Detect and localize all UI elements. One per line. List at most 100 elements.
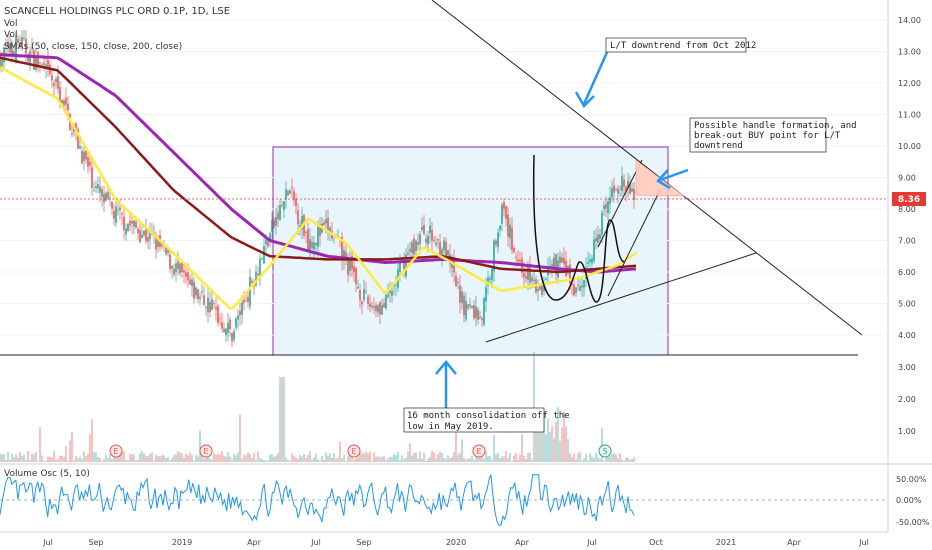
candle-body [595,237,597,242]
price-badge-text: 8.36 [898,195,920,205]
candle-body [383,303,385,308]
volume-bar [585,454,587,462]
candle-body [471,306,473,309]
candle-body [217,305,219,323]
candle-body [309,239,311,251]
candle-body [265,240,267,245]
volume-bar [615,454,617,462]
earnings-marker-circle[interactable] [472,444,486,458]
earnings-marker-circle[interactable] [598,444,612,458]
candle-body [523,272,525,278]
volume-bar [429,457,431,462]
volume-bar [175,454,177,462]
candle-body [439,242,441,256]
volume-bar [209,458,211,462]
volume-bar [229,456,231,462]
candle-body [437,239,439,241]
candle-body [611,188,613,198]
candle-body [199,296,201,299]
volume-bar [93,451,95,462]
candle-body [295,198,297,207]
x-tick-label: Jul [310,538,321,547]
candle-body [65,97,67,105]
candle-body [279,204,281,221]
downtrend-note-text: L/T downtrend from Oct 2012 [610,41,756,51]
candle-body [87,157,89,167]
candle-body [37,52,39,67]
volume-bar [227,452,229,462]
volume-bar [471,455,473,462]
volume-bar [271,454,273,462]
volume-bar [629,459,631,462]
x-tick-label: Apr [787,538,802,547]
candle-body [211,299,213,311]
candle-body [233,330,235,340]
volume-bar [97,457,99,462]
earnings-marker-circle[interactable] [347,444,361,458]
volume-bar [265,460,267,462]
volume-bar [153,460,155,462]
volume-bar [451,456,453,462]
candle-body [275,216,277,226]
candle-body [441,249,443,260]
candle-body [519,260,521,262]
arrow-downtrend [574,49,610,109]
candle-body [161,244,163,247]
candle-body [187,272,189,281]
volume-bar [173,454,175,462]
earnings-marker-circle[interactable] [109,444,123,458]
volume-bar [151,452,153,462]
candle-body [603,205,605,209]
candle-body [443,240,445,251]
candle-body [633,188,635,201]
candle-body [301,216,303,230]
volume-bar [411,455,413,462]
volume-bar [443,458,445,462]
earnings-marker-circle[interactable] [199,444,213,458]
candle-body [67,103,69,111]
volume-bar [601,428,603,462]
candle-body [103,193,105,203]
volume-bar [299,454,301,462]
candle-body [271,220,273,232]
candle-body [9,43,11,53]
volume-bar [487,456,489,462]
candle-body [529,265,531,283]
volume-bar [183,457,185,462]
volume-bar [145,456,147,462]
candle-body [487,277,489,286]
candle-body [207,297,209,313]
volume-bar [211,459,213,462]
volume-bar [103,459,105,462]
volume-bar [455,417,457,462]
volume-bar [419,451,421,462]
volume-bar [55,459,57,462]
volume-bar [319,460,321,462]
volume-bar [247,452,249,462]
candle-body [373,306,375,308]
candle-body [379,302,381,315]
volume-bar [591,456,593,462]
candle-body [539,286,541,290]
volume-bar [367,453,369,462]
volume-bar [505,451,507,462]
volume-bar [387,458,389,462]
price-tick-label: 6.00 [898,268,916,277]
candle-body [609,197,611,204]
volume-bar [557,407,559,462]
candle-body [323,222,325,225]
volume-bar [297,458,299,462]
volume-bar [191,455,193,462]
candle-body [241,302,243,315]
candle-body [589,259,591,263]
volume-bar [85,456,87,462]
candle-body [183,270,185,273]
volume-bar [543,410,545,462]
volume-bar [553,438,555,462]
volume-bar [515,452,517,462]
candle-body [513,247,515,253]
volume-bar [625,457,627,462]
candle-body [353,266,355,273]
price-axis-ticks: 14.00 13.00 12.00 11.00 10.00 9.00 8.00 7.00 6.0… [898,16,921,340]
